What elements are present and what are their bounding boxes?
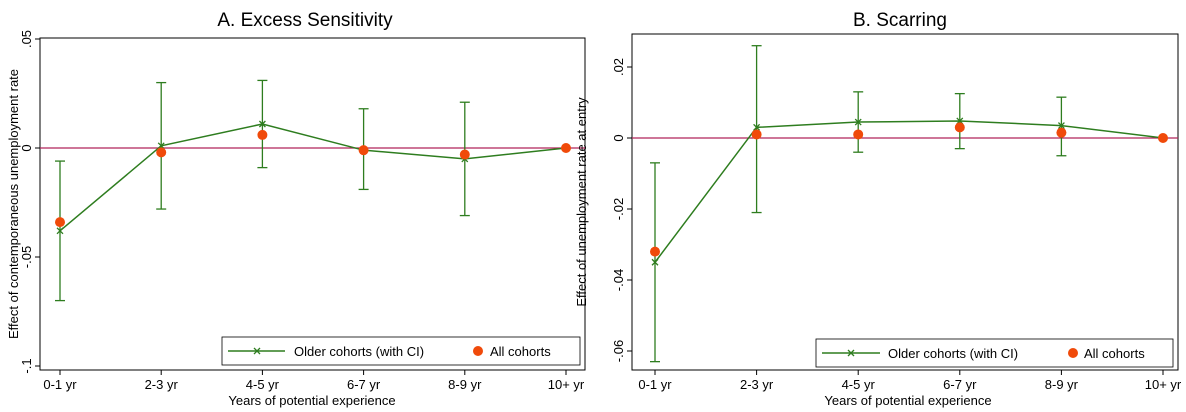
series-line-older-cohorts xyxy=(59,123,567,232)
panel-b-plot-area xyxy=(631,33,1179,371)
x-tick-label: 0-1 yr xyxy=(638,377,672,392)
x-tick-label: 2-3 yr xyxy=(145,377,179,392)
x-tick-label: 4-5 yr xyxy=(842,377,876,392)
panel-b-legend: Older cohorts (with CI) All cohorts xyxy=(815,338,1174,368)
panel-b-x-ticks: 0-1 yr 2-3 yr 4-5 yr 6-7 yr 8-9 yr 10+ yr xyxy=(638,370,1182,392)
point-all-cohorts xyxy=(358,145,369,156)
panel-a-marks xyxy=(55,79,571,302)
panel-a-legend-label-all: All cohorts xyxy=(490,344,551,359)
panel-b-title: B. Scarring xyxy=(853,10,947,31)
point-older-cohorts xyxy=(56,227,64,235)
y-tick-label: .05 xyxy=(19,30,34,48)
panel-b-legend-label-all: All cohorts xyxy=(1084,346,1145,361)
point-all-cohorts xyxy=(751,129,762,140)
point-older-cohorts xyxy=(258,120,266,128)
x-tick-label: 4-5 yr xyxy=(246,377,280,392)
point-older-cohorts xyxy=(854,118,862,126)
panel-a-title: A. Excess Sensitivity xyxy=(217,10,393,31)
panel-a-x-axis-label: Years of potential experience xyxy=(228,393,395,408)
x-tick-label: 8-9 yr xyxy=(1045,377,1079,392)
point-older-cohorts xyxy=(753,123,761,131)
point-older-cohorts xyxy=(1057,122,1065,130)
point-all-cohorts xyxy=(1158,133,1168,143)
point-older-cohorts xyxy=(651,258,659,266)
y-tick-label: -.04 xyxy=(611,269,626,291)
point-all-cohorts xyxy=(459,149,470,160)
point-all-cohorts xyxy=(55,217,65,228)
ci-whisker xyxy=(751,45,762,214)
point-all-cohorts xyxy=(561,143,571,153)
point-all-cohorts xyxy=(954,122,965,133)
panel-b-legend-x-marker xyxy=(847,349,855,357)
panel-b-y-ticks: -.06 -.04 -.02 0 .02 xyxy=(611,58,632,362)
panel-b-legend-dot xyxy=(1068,348,1078,358)
panel-a-y-ticks: -.1 -.05 0 .05 xyxy=(19,30,40,374)
y-tick-label: .02 xyxy=(611,58,626,76)
point-all-cohorts xyxy=(156,147,167,158)
panel-a-x-ticks: 0-1 yr 2-3 yr 4-5 yr 6-7 yr 8-9 yr 10+ yr xyxy=(43,370,585,392)
panel-b: B. Scarring -.06 -.04 -.02 0 .02 0-1 yr 2-3 y… xyxy=(574,10,1182,408)
y-tick-label: -.05 xyxy=(19,246,34,268)
panel-a-legend-label-older: Older cohorts (with CI) xyxy=(294,344,424,359)
point-all-cohorts xyxy=(1056,127,1067,138)
point-all-cohorts xyxy=(650,246,660,257)
panel-a-plot-area xyxy=(39,37,586,371)
series-line-older-cohorts xyxy=(654,120,1164,263)
x-tick-label: 8-9 yr xyxy=(448,377,482,392)
x-tick-label: 10+ yr xyxy=(548,377,585,392)
x-tick-label: 0-1 yr xyxy=(43,377,77,392)
panel-b-marks xyxy=(650,45,1168,363)
point-all-cohorts xyxy=(257,129,268,140)
x-tick-label: 10+ yr xyxy=(1145,377,1182,392)
y-tick-label: -.06 xyxy=(611,340,626,362)
y-tick-label: 0 xyxy=(19,144,34,151)
panel-b-y-axis-label: Effect of unemployment rate at entry xyxy=(574,97,589,307)
panel-b-x-axis-label: Years of potential experience xyxy=(824,393,991,408)
y-tick-label: 0 xyxy=(611,134,626,141)
panel-a-legend-x-marker xyxy=(253,347,261,355)
x-tick-label: 6-7 yr xyxy=(347,377,381,392)
y-tick-label: -.02 xyxy=(611,198,626,220)
panel-a-y-axis-label: Effect of contemporaneous unemployment r… xyxy=(6,69,21,339)
y-tick-label: -.1 xyxy=(19,358,34,373)
panel-a: A. Excess Sensitivity -.1 -.05 0 .05 0-1 yr… xyxy=(6,10,586,408)
panel-a-legend: Older cohorts (with CI) All cohorts xyxy=(221,336,581,366)
panel-a-legend-dot xyxy=(473,346,483,356)
panel-b-legend-label-older: Older cohorts (with CI) xyxy=(888,346,1018,361)
x-tick-label: 6-7 yr xyxy=(943,377,977,392)
point-all-cohorts xyxy=(853,129,864,140)
x-tick-label: 2-3 yr xyxy=(740,377,774,392)
